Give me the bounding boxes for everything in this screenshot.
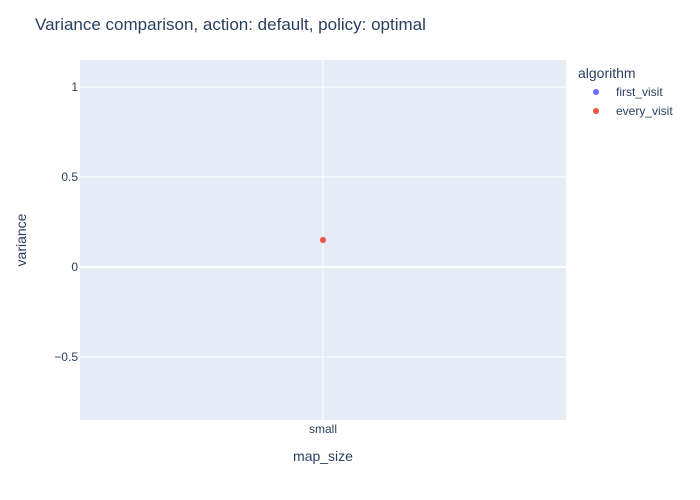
y-axis-title: variance [13, 213, 29, 266]
y-tick-label: −0.5 [54, 350, 78, 364]
y-tick-label: 0 [71, 260, 78, 274]
grid-lines [80, 60, 566, 420]
x-tick-label: small [309, 422, 337, 436]
legend-item-every-visit[interactable]: every_visit [593, 104, 673, 118]
legend-item-first-visit[interactable]: first_visit [593, 85, 663, 99]
legend-items[interactable]: first_visit every_visit [593, 85, 673, 118]
x-tick-labels: small [309, 422, 337, 436]
y-tick-label: 0.5 [61, 170, 78, 184]
legend[interactable]: algorithm first_visit every_visit [578, 65, 673, 118]
legend-marker [593, 108, 599, 114]
data-points [320, 237, 326, 243]
y-tick-label: 1 [71, 80, 78, 94]
y-tick-labels: −0.5 0 0.5 1 [54, 80, 78, 364]
legend-label: first_visit [616, 85, 663, 99]
chart-title: Variance comparison, action: default, po… [35, 15, 426, 34]
x-axis-title: map_size [293, 448, 353, 464]
legend-marker [593, 89, 599, 95]
legend-label: every_visit [616, 104, 673, 118]
legend-title: algorithm [578, 65, 636, 81]
point-every-visit[interactable] [320, 237, 326, 243]
